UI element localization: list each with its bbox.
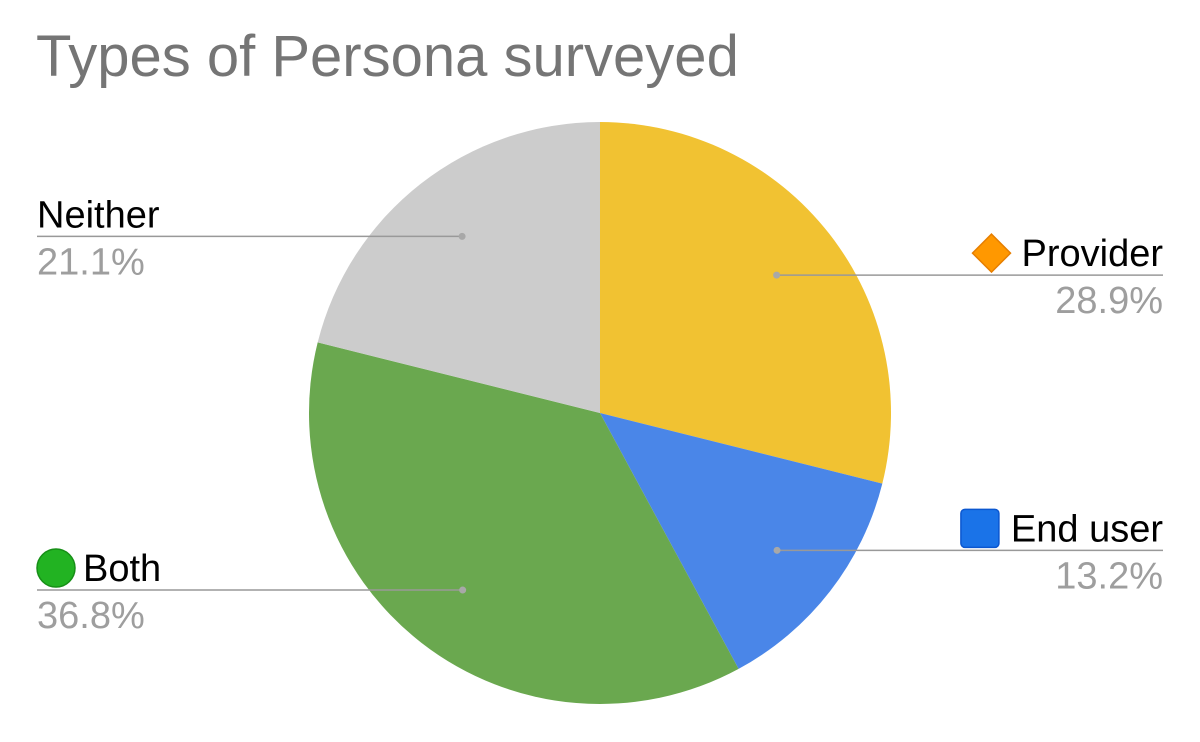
slice-percent-neither: 21.1% [37,241,145,283]
slice-label-neither: Neither [37,194,160,236]
pie-slice-provider [600,122,892,484]
pie-slices [308,122,892,705]
leader-dot-both [459,586,467,594]
blue-square-icon [960,508,1000,549]
chart-title: Types of Persona surveyed [36,24,739,89]
slice-label-provider: Provider [1022,233,1164,275]
slice-percent-provider: 28.9% [1055,280,1163,322]
leader-dot-end-user [773,546,781,554]
slice-percent-end-user: 13.2% [1055,555,1163,597]
pie-slice-both [308,342,739,705]
leader-dot-neither [458,232,466,240]
slice-percent-both: 36.8% [37,595,145,637]
slice-label-end-user: End user [1011,508,1163,550]
pie-slice-end-user [600,413,883,669]
green-circle-icon [36,548,76,588]
leader-dot-provider [773,271,781,279]
pie-slice-neither [317,122,600,413]
orange-diamond-icon [971,233,1012,274]
pie-labels: Provider 28.9% End user 13.2% Both 36.8% Neith… [36,194,1164,637]
slice-label-both: Both [83,548,161,590]
